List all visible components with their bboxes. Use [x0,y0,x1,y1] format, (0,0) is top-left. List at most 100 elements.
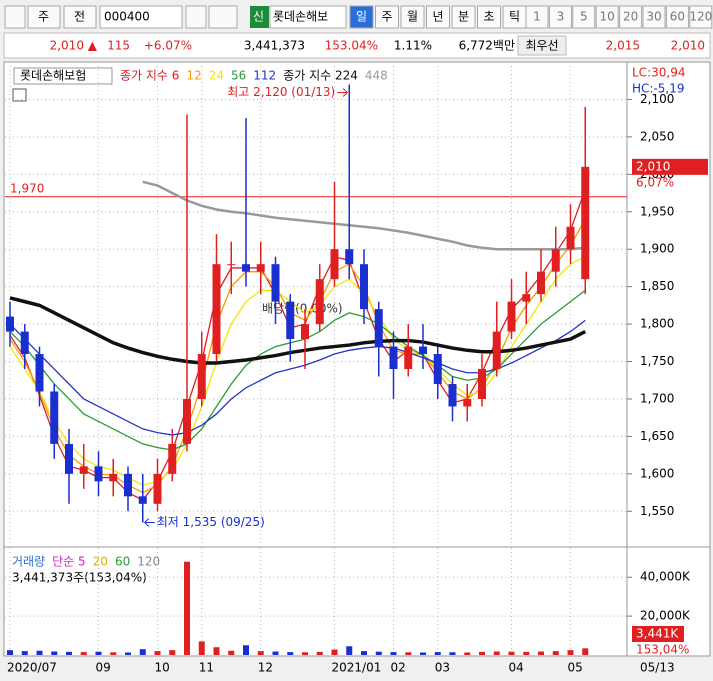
volume-summary: 3,441,373주(153,04%) [12,571,147,585]
new-badge[interactable] [250,6,269,28]
interval-button[interactable] [689,5,713,29]
candle-body [256,264,265,272]
table-icon[interactable] [12,88,27,102]
volume-bar [449,652,456,655]
volume-bar [538,651,544,655]
moving-average [9,218,586,494]
candle-body [94,466,103,482]
last-volume-box [632,626,684,642]
candle-body [448,384,457,407]
period-button[interactable] [426,5,450,29]
x-tick-label: 02 [391,661,406,675]
volume-bar [552,651,559,655]
interval-button[interactable] [572,5,596,29]
legend-entry: 12 [186,69,201,83]
volume-bar [508,651,515,655]
menu-icon[interactable] [4,5,26,29]
low-annotation: 최저 1,535 (09/25) [157,515,265,529]
y-tick-label: 1,700 [640,391,674,405]
legend-entry: 종가 지수 224 [283,69,358,83]
period-button[interactable] [477,5,501,29]
period-button[interactable] [451,5,476,29]
volume-bar [302,652,308,655]
volume-bar [110,652,117,655]
period-button-label: 월 [407,10,418,24]
y-tick-label: 1,950 [640,204,674,218]
x-tick-label: 04 [509,661,524,675]
volume-bar [567,650,574,655]
hc-label: HC:-5,19 [632,82,685,96]
volume-legend-entry: 거래량 [12,555,45,569]
y-tick-label: 1,650 [640,429,674,443]
last-volume-change: 153,04% [636,643,689,657]
candle-body [419,346,427,355]
period-select-label: 주 [38,10,49,24]
interval-button[interactable] [642,5,666,29]
code-input[interactable] [99,5,183,29]
candle-body [79,466,88,474]
candle-body [109,473,118,482]
x-tick-label: 05 [568,661,583,675]
x-tick-label: 11 [199,661,214,675]
chart-title: 롯데손해보험 [20,69,86,83]
candle-body [138,496,147,504]
candle-body [433,354,442,384]
best-quote-box [517,35,567,56]
last-date-label: 05/13 [640,661,675,675]
volume-bar [66,651,72,655]
candle-body [566,226,575,250]
volume-bar [420,652,426,655]
new-badge-label: 신 [253,10,264,24]
volume-bar [331,649,338,655]
info-field: 153.04% [325,39,378,53]
moving-average [9,256,586,486]
info-field: 2,010 [671,39,705,53]
high-arrow [337,88,348,97]
volume-bar [51,651,58,655]
sound-button[interactable] [208,5,238,29]
volume-bar [139,649,146,655]
volume-bar [375,651,382,655]
volume-bar [316,651,323,655]
period-button[interactable] [349,5,374,29]
volume-bar [272,651,279,655]
volume-bar [434,652,441,655]
candle-body [404,346,413,370]
moving-average [9,189,586,501]
search-button[interactable] [185,5,207,29]
x-tick-label: 2020/07 [7,661,57,675]
period-button-label: 분 [458,10,469,24]
interval-button[interactable] [665,5,689,29]
candle-body [374,309,383,347]
candle-body [271,264,280,302]
volume-legend-entry: 60 [115,555,130,569]
interval-button[interactable] [619,5,643,29]
x-tick-label: 2021/01 [332,661,382,675]
range-select[interactable] [63,5,97,29]
interval-button[interactable] [595,5,619,29]
volume-bar [21,651,28,655]
y-tick-label: 1,600 [640,466,674,480]
info-field: 2,010 ▲ [50,39,98,53]
y-tick-label: 2,050 [640,129,674,143]
interval-button[interactable] [548,5,572,29]
candle-body [345,249,354,265]
interval-button-label: 20 [623,10,638,24]
candle-body [197,354,206,399]
volume-bar [405,652,412,655]
period-button[interactable] [375,5,399,29]
period-select[interactable] [27,5,61,29]
volume-bar [390,652,397,655]
volume-bar [361,651,367,655]
moving-average [142,180,586,251]
period-button[interactable] [400,5,425,29]
interval-button[interactable] [525,5,549,29]
low-arrow [144,518,155,527]
volume-bar [198,641,205,655]
moving-average [9,319,586,436]
candle-body [20,331,29,355]
info-field: 115 [107,39,130,53]
candle-body [65,443,73,474]
volume-bar [184,561,190,655]
reference-line-label: 1,970 [10,181,44,195]
